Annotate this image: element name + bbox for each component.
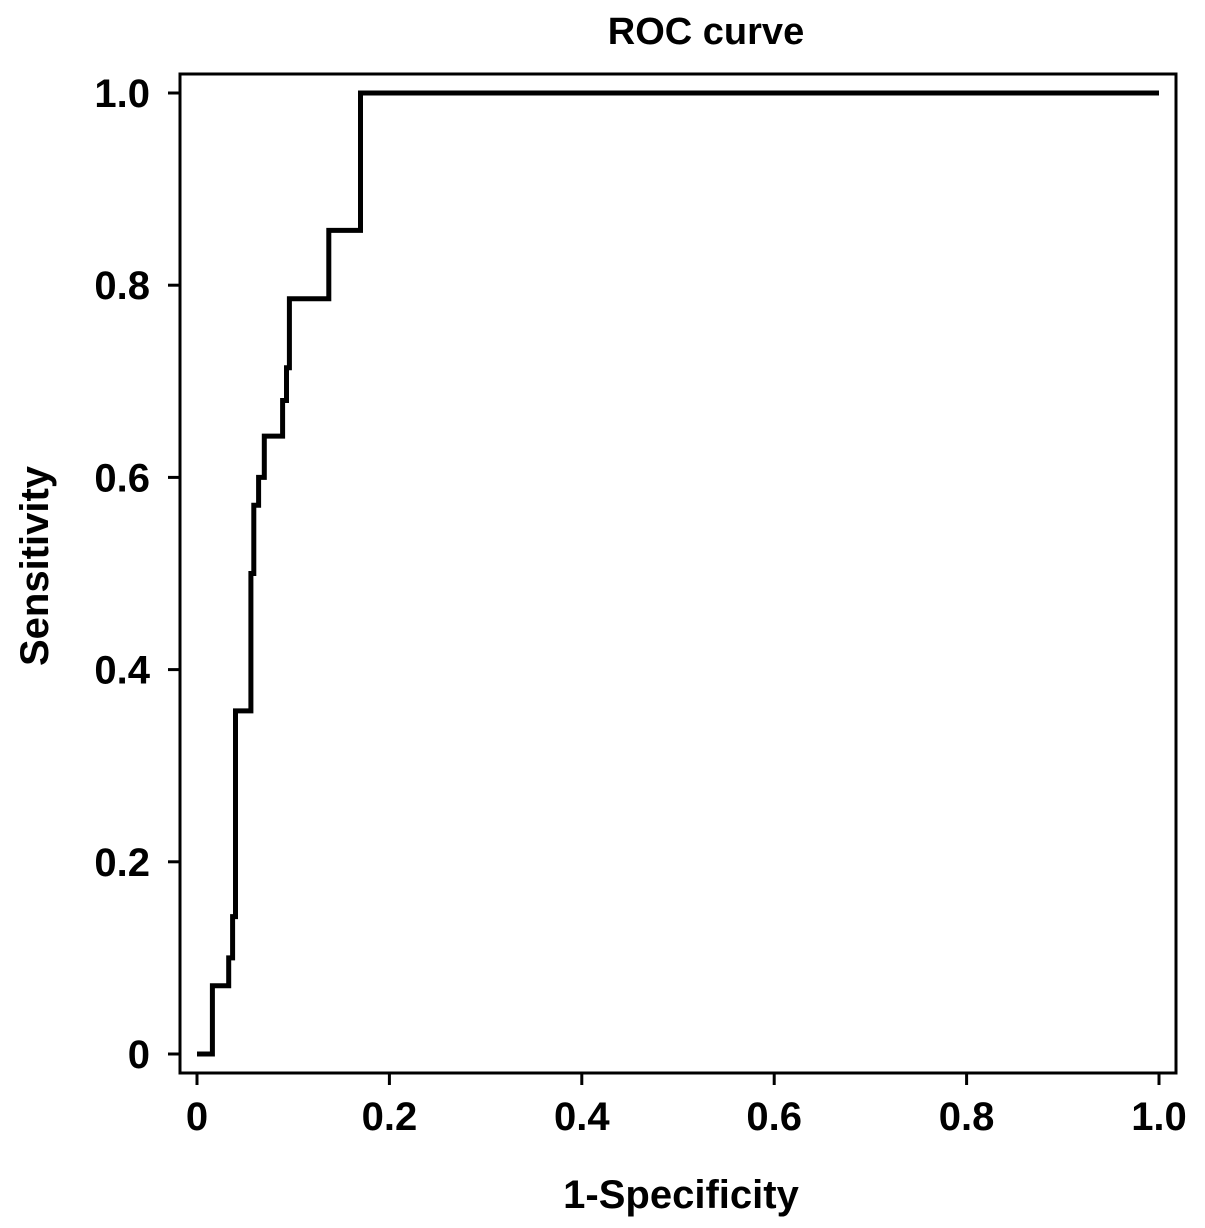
x-tick-label: 0.2	[362, 1095, 418, 1139]
chart-title: ROC curve	[608, 11, 804, 53]
x-tick-label: 0	[186, 1095, 208, 1139]
y-tick-label: 0.2	[94, 841, 150, 885]
x-tick-label: 0.6	[746, 1095, 802, 1139]
y-tick-label: 0	[128, 1033, 150, 1077]
x-tick-label: 1.0	[1131, 1095, 1187, 1139]
y-tick-label: 1.0	[94, 72, 150, 116]
x-tick-label: 0.4	[554, 1095, 610, 1139]
x-axis: 0 0.2 0.4 0.6 0.8 1.0	[186, 1073, 1187, 1139]
y-axis-label: Sensitivity	[13, 465, 57, 666]
x-tick-label: 0.8	[939, 1095, 995, 1139]
y-tick-label: 0.8	[94, 264, 150, 308]
roc-curve-line	[197, 90, 1159, 1057]
y-tick-label: 0.6	[94, 456, 150, 500]
y-axis: 0 0.2 0.4 0.6 0.8 1.0	[94, 72, 180, 1077]
plot-frame	[178, 72, 1178, 1075]
x-axis-label: 1-Specificity	[563, 1173, 799, 1217]
y-tick-label: 0.4	[94, 649, 150, 693]
